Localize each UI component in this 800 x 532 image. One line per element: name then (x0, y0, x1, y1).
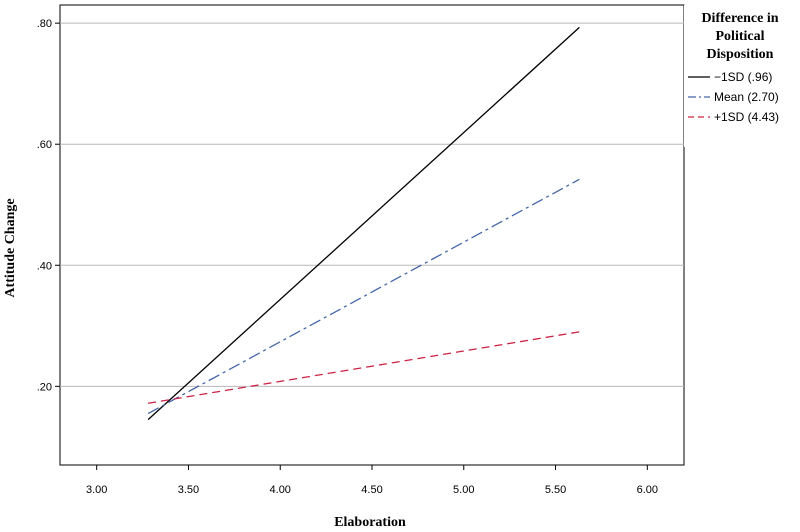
x-tick-label: 5.00 (453, 484, 474, 496)
legend-title-line-3: Disposition (707, 47, 774, 62)
y-tick-label: .60 (37, 139, 52, 151)
legend-title-line-2: Political (716, 29, 765, 44)
y-axis-title: Attitude Change (3, 198, 18, 297)
plot-area (59, 4, 685, 466)
legend: Difference in Political Disposition −1SD… (684, 5, 796, 147)
series-lines (147, 26, 580, 421)
x-tick-label: 4.50 (361, 484, 382, 496)
series-line (147, 178, 580, 415)
legend-label: +1SD (4.43) (714, 110, 779, 124)
legend-title-line-1: Difference in (701, 11, 778, 26)
series-line (147, 26, 580, 421)
y-tick-label: .20 (37, 381, 52, 393)
series-line (147, 331, 580, 404)
legend-items: −1SD (.96) Mean (2.70) +1SD (4.43) (688, 70, 779, 124)
x-tick-label: 6.00 (637, 484, 658, 496)
x-tick-label: 3.50 (178, 484, 199, 496)
x-tick-label: 4.00 (270, 484, 291, 496)
y-tick-label: .80 (37, 18, 52, 30)
legend-label: Mean (2.70) (714, 90, 779, 104)
x-tick-label: 3.00 (86, 484, 107, 496)
gridlines (60, 22, 684, 387)
legend-box (684, 5, 796, 147)
y-axis-ticks: .20 .40 .60 .80 (37, 18, 60, 393)
x-axis-title: Elaboration (334, 515, 406, 530)
x-tick-label: 5.50 (545, 484, 566, 496)
y-tick-label: .40 (37, 260, 52, 272)
x-axis-ticks: 3.00 3.50 4.00 4.50 5.00 5.50 6.00 (86, 465, 658, 496)
legend-label: −1SD (.96) (714, 70, 772, 84)
